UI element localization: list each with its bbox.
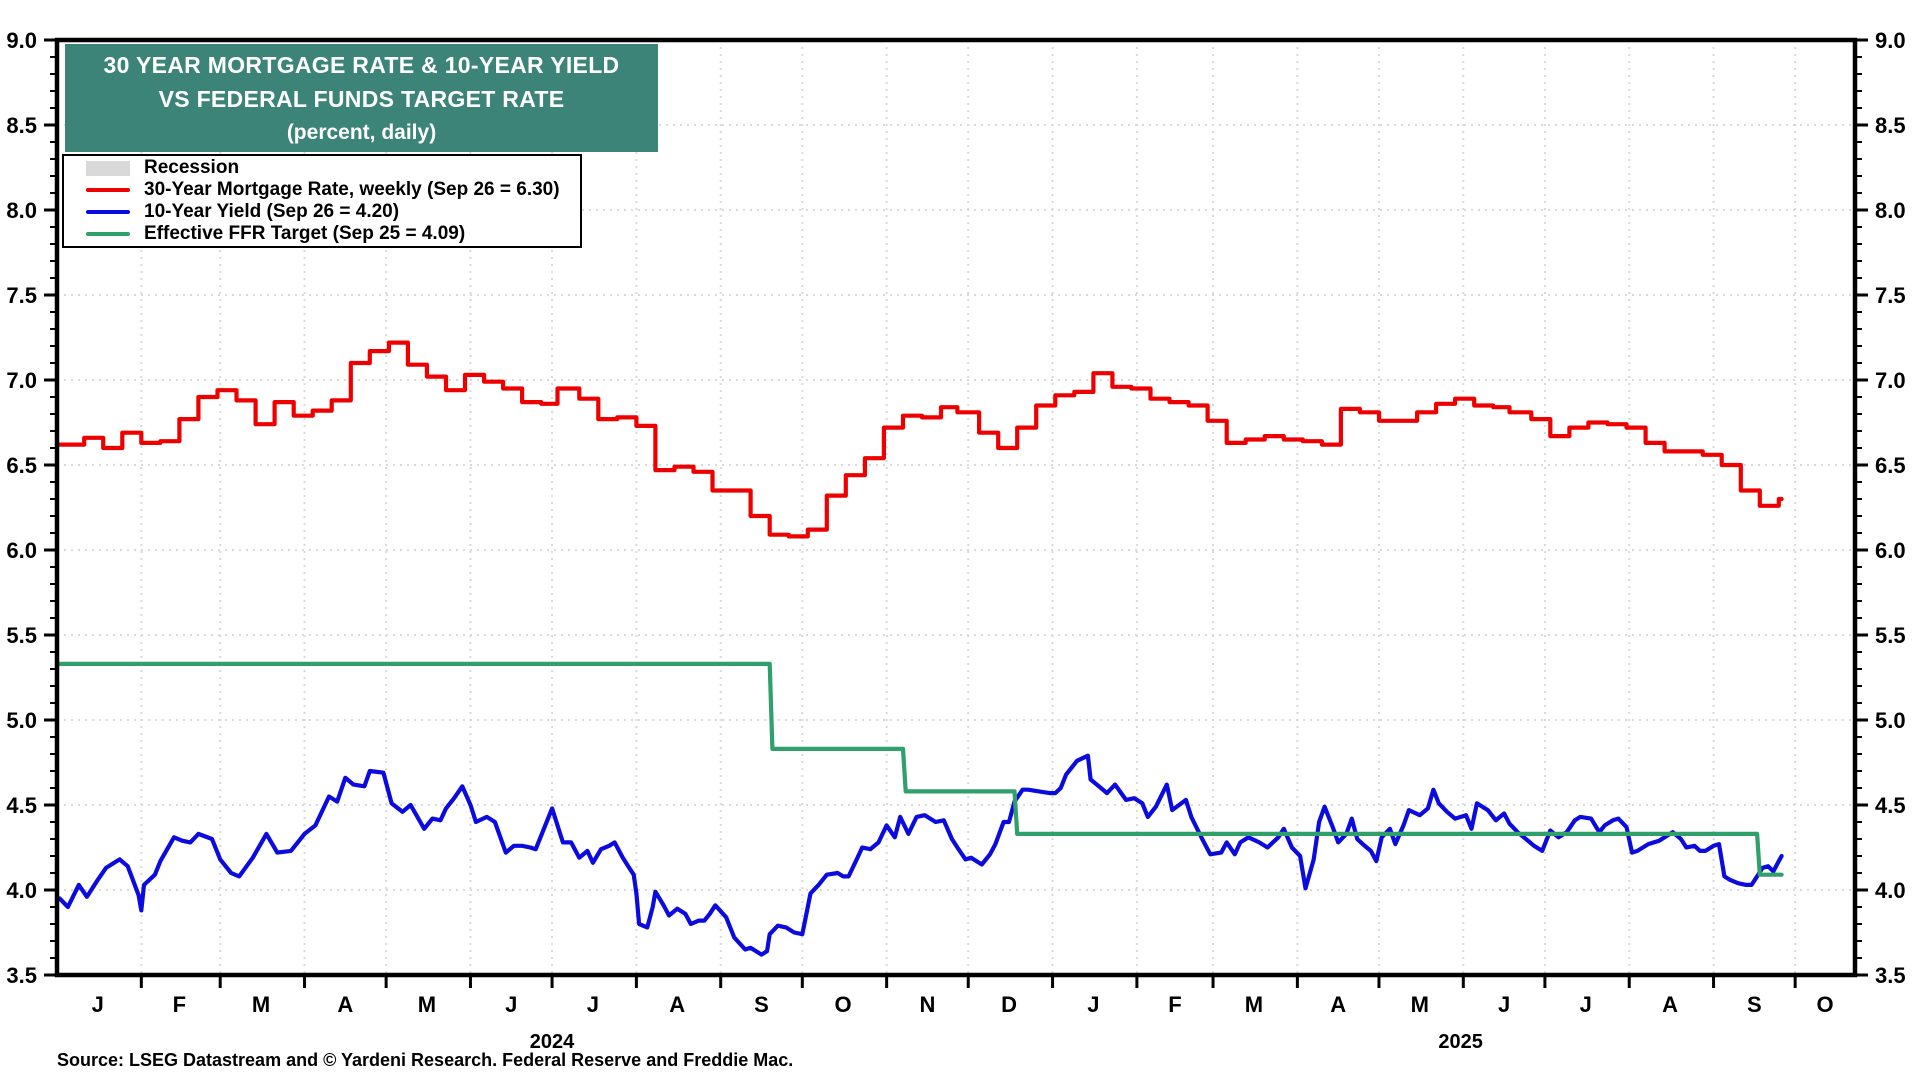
x-month-label: A [337, 992, 353, 1017]
series-10year-line [57, 753, 1784, 957]
legend-label: Effective FFR Target (Sep 25 = 4.09) [144, 223, 466, 244]
legend-item-0: Recession [86, 157, 580, 179]
x-month-label: M [1411, 992, 1429, 1017]
line-swatch [86, 188, 130, 192]
y-tick-label-left: 5.5 [6, 623, 37, 648]
y-tick-label-left: 6.5 [6, 453, 37, 478]
y-tick-label-right: 8.5 [1875, 113, 1906, 138]
x-month-label: O [835, 992, 852, 1017]
y-tick-label-left: 4.0 [6, 878, 37, 903]
series-lines [54, 340, 1784, 957]
y-tick-label-left: 6.0 [6, 538, 37, 563]
y-tick-label-right: 5.5 [1875, 623, 1906, 648]
y-tick-label-right: 8.0 [1875, 198, 1906, 223]
legend-item-2: 10-Year Yield (Sep 26 = 4.20) [86, 201, 580, 223]
y-tick-label-left: 7.0 [6, 368, 37, 393]
legend-label: 30-Year Mortgage Rate, weekly (Sep 26 = … [144, 179, 560, 200]
chart-title-box: 30 YEAR MORTGAGE RATE & 10-YEAR YIELD VS… [65, 44, 658, 152]
x-month-label: N [919, 992, 935, 1017]
y-tick-label-left: 5.0 [6, 708, 37, 733]
legend-label: Recession [144, 157, 240, 178]
x-month-label: O [1817, 992, 1834, 1017]
x-month-label: J [1580, 992, 1592, 1017]
y-tick-label-right: 4.0 [1875, 878, 1906, 903]
x-month-label: M [1245, 992, 1263, 1017]
axis-ticks [44, 38, 1868, 988]
y-tick-label-right: 6.5 [1875, 453, 1906, 478]
x-month-label: F [173, 992, 186, 1017]
y-tick-label-left: 9.0 [6, 28, 37, 53]
source-credit: Source: LSEG Datastream and © Yardeni Re… [57, 1050, 794, 1070]
x-month-label: F [1168, 992, 1181, 1017]
legend-box: Recession 30-Year Mortgage Rate, weekly (… [62, 154, 582, 248]
x-month-label: J [1498, 992, 1510, 1017]
x-month-label: A [1330, 992, 1346, 1017]
y-tick-label-right: 4.5 [1875, 793, 1906, 818]
x-month-label: J [92, 992, 104, 1017]
y-tick-label-right: 7.0 [1875, 368, 1906, 393]
series-effective-line [54, 661, 1784, 877]
chart-title-line2: VS FEDERAL FUNDS TARGET RATE [158, 86, 565, 113]
x-month-label: S [1747, 992, 1762, 1017]
y-tick-label-right: 9.0 [1875, 28, 1906, 53]
y-tick-label-right: 6.0 [1875, 538, 1906, 563]
x-month-label: J [587, 992, 599, 1017]
x-month-label: A [1662, 992, 1678, 1017]
line-swatch [86, 232, 130, 236]
y-tick-label-right: 5.0 [1875, 708, 1906, 733]
chart-title-line1: 30 YEAR MORTGAGE RATE & 10-YEAR YIELD [103, 51, 620, 78]
legend-label: 10-Year Yield (Sep 26 = 4.20) [144, 201, 400, 222]
y-tick-label-left: 8.5 [6, 113, 37, 138]
x-month-label: M [418, 992, 436, 1017]
line-swatch [86, 210, 130, 214]
x-year-label: 2025 [1438, 1031, 1483, 1053]
y-tick-label-left: 7.5 [6, 283, 37, 308]
chart-subtitle: (percent, daily) [286, 120, 437, 144]
recession-swatch [86, 160, 130, 176]
y-tick-label-left: 8.0 [6, 198, 37, 223]
legend-item-1: 30-Year Mortgage Rate, weekly (Sep 26 = … [86, 179, 580, 201]
plot-border [54, 37, 1858, 978]
x-month-label: J [1087, 992, 1099, 1017]
x-month-label: S [754, 992, 769, 1017]
x-month-label: M [252, 992, 270, 1017]
y-tick-label-right: 3.5 [1875, 963, 1906, 988]
y-tick-label-left: 4.5 [6, 793, 37, 818]
x-month-label: J [505, 992, 517, 1017]
x-month-label: A [669, 992, 685, 1017]
legend-item-3: Effective FFR Target (Sep 25 = 4.09) [86, 223, 580, 245]
y-tick-label-right: 7.5 [1875, 283, 1906, 308]
x-year-label: 2024 [530, 1031, 575, 1053]
series-30year-line [54, 340, 1784, 539]
axis-labels: 3.5 3.5 4.0 4.0 4.5 4.5 5.0 5.0 5.5 5.5 6.0 6.0 6.5 6… [6, 28, 1905, 1053]
y-tick-label-left: 3.5 [6, 963, 37, 988]
x-month-label: D [1001, 992, 1017, 1017]
